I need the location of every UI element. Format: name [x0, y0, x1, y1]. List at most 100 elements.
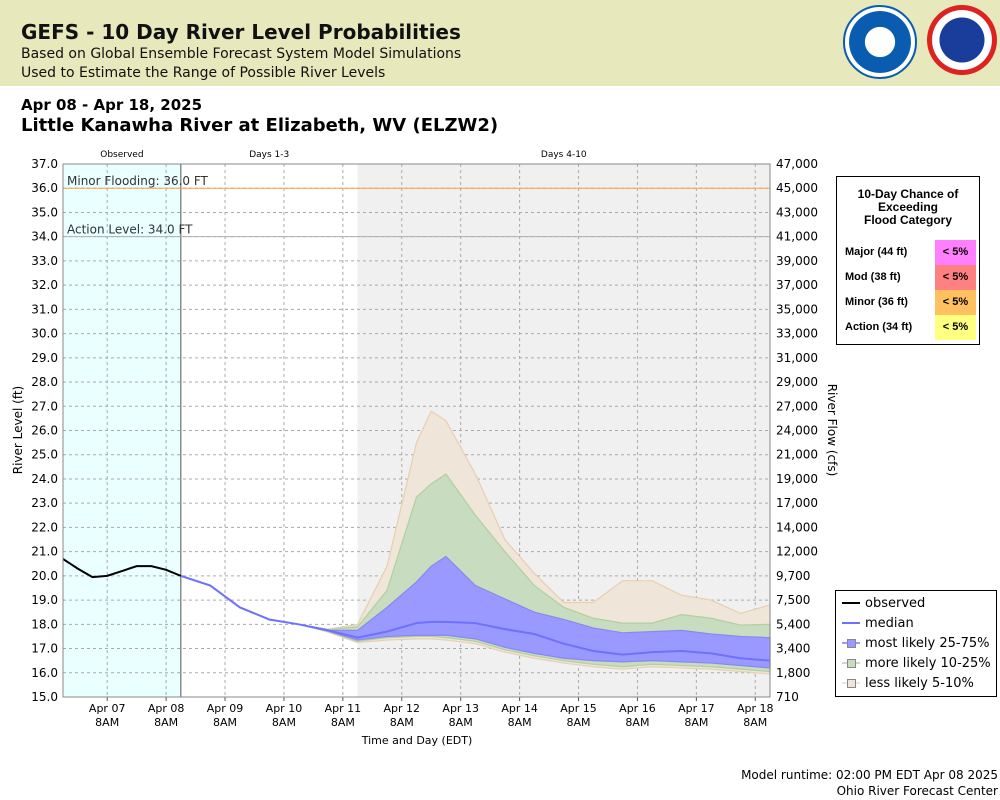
x-tick-day: Apr 08 [148, 702, 185, 715]
x-tick-day: Apr 07 [89, 702, 126, 715]
y2-tick-label: 45,000 [776, 181, 818, 195]
header-banner: GEFS - 10 Day River Level Probabilities … [0, 0, 1000, 86]
y2-tick-label: 21,000 [776, 448, 818, 462]
noaa-logo [843, 5, 917, 79]
y-tick-label: 34.0 [31, 230, 58, 244]
y2-tick-label: 41,000 [776, 230, 818, 244]
flood-category-row: Action (34 ft) < 5% [837, 315, 979, 340]
y2-tick-label: 5,400 [776, 617, 810, 631]
y-tick-label: 33.0 [31, 254, 58, 268]
y-tick-label: 37.0 [31, 157, 58, 171]
y-tick-label: 25.0 [31, 448, 58, 462]
x-tick-hour: 8AM [684, 716, 708, 729]
table-title: Flood Category [863, 213, 952, 227]
x-tick-hour: 8AM [567, 716, 591, 729]
y2-tick-label: 7,500 [776, 593, 810, 607]
category-chance: < 5% [935, 290, 976, 315]
y2-tick-label: 3,400 [776, 642, 810, 656]
subtitle: Based on Global Ensemble Forecast System… [21, 46, 462, 62]
y2-tick-label: 47,000 [776, 157, 818, 171]
legend-label: less likely 5-10% [865, 675, 974, 691]
date-range: Apr 08 - Apr 18, 2025 [21, 96, 203, 114]
y2-tick-label: 27,000 [776, 399, 818, 413]
y-tick-label: 18.0 [31, 617, 58, 631]
x-tick-day: Apr 13 [442, 702, 479, 715]
x-tick-day: Apr 17 [678, 702, 715, 715]
period-label: Days 1-3 [249, 150, 289, 160]
x-tick-day: Apr 12 [384, 702, 421, 715]
category-chance: < 5% [935, 240, 976, 265]
y-tick-label: 28.0 [31, 375, 58, 389]
x-tick-hour: 8AM [213, 716, 237, 729]
table-title: Exceeding [877, 200, 939, 214]
y-tick-label: 23.0 [31, 496, 58, 510]
flood-category-row: Major (44 ft) < 5% [837, 240, 979, 265]
category-chance: < 5% [935, 315, 976, 340]
x-tick-hour: 8AM [331, 716, 355, 729]
legend-item: observed [842, 593, 925, 613]
y-tick-label: 31.0 [31, 302, 58, 316]
y2-tick-label: 29,000 [776, 375, 818, 389]
x-tick-day: Apr 14 [501, 702, 538, 715]
y-tick-label: 35.0 [31, 205, 58, 219]
y2-tick-label: 710 [776, 690, 799, 704]
threshold-label: Action Level: 34.0 FT [67, 223, 193, 237]
y2-tick-label: 33,000 [776, 327, 818, 341]
y2-axis-label: River Flow (cfs) [825, 384, 839, 477]
category-chance: < 5% [935, 265, 976, 290]
legend-item: more likely 10-25% [842, 653, 991, 673]
legend-line-swatch [842, 598, 860, 608]
page-title: GEFS - 10 Day River Level Probabilities [21, 20, 461, 44]
x-tick-day: Apr 11 [325, 702, 362, 715]
legend-area-swatch [842, 658, 860, 668]
category-label: Major (44 ft) [845, 246, 908, 258]
y-tick-label: 27.0 [31, 399, 58, 413]
model-runtime: Model runtime: 02:00 PM EDT Apr 08 2025 [741, 768, 998, 782]
x-tick-hour: 8AM [508, 716, 532, 729]
forecast-center: Ohio River Forecast Center [836, 784, 998, 798]
location-title: Little Kanawha River at Elizabeth, WV (E… [21, 115, 499, 136]
threshold-label: Minor Flooding: 36.0 FT [67, 174, 209, 188]
y-tick-label: 24.0 [31, 472, 58, 486]
x-tick-hour: 8AM [625, 716, 649, 729]
y-tick-label: 29.0 [31, 351, 58, 365]
y-axis-label: River Level (ft) [11, 386, 25, 474]
x-tick-hour: 8AM [95, 716, 119, 729]
subtitle: Used to Estimate the Range of Possible R… [21, 65, 386, 81]
legend-item: median [842, 613, 914, 633]
category-label: Mod (38 ft) [845, 271, 901, 283]
y-tick-label: 30.0 [31, 327, 58, 341]
legend: observed median most likely 25-75% more lik… [835, 590, 997, 697]
x-tick-day: Apr 16 [619, 702, 656, 715]
period-label: Observed [100, 150, 143, 160]
y2-tick-label: 24,000 [776, 424, 818, 438]
flood-probability-table: 10-Day Chance of Exceeding Flood Category … [836, 176, 980, 345]
x-tick-day: Apr 15 [560, 702, 597, 715]
y2-tick-label: 31,000 [776, 351, 818, 365]
y-tick-label: 19.0 [31, 593, 58, 607]
y-tick-label: 21.0 [31, 545, 58, 559]
legend-label: median [865, 615, 914, 631]
x-tick-hour: 8AM [449, 716, 473, 729]
category-label: Action (34 ft) [845, 321, 913, 333]
nws-logo [927, 5, 997, 75]
legend-area-swatch [842, 678, 860, 688]
table-title: 10-Day Chance of [857, 187, 959, 201]
y2-tick-label: 14,000 [776, 520, 818, 534]
y2-tick-label: 12,000 [776, 545, 818, 559]
legend-label: more likely 10-25% [865, 655, 991, 671]
x-tick-hour: 8AM [154, 716, 178, 729]
y-tick-label: 17.0 [31, 642, 58, 656]
median-line [180, 574, 771, 662]
x-tick-hour: 8AM [743, 716, 767, 729]
legend-label: most likely 25-75% [865, 635, 990, 651]
period-shade [63, 164, 181, 697]
y-tick-label: 32.0 [31, 278, 58, 292]
legend-item: most likely 25-75% [842, 633, 989, 653]
legend-item: less likely 5-10% [842, 673, 974, 693]
legend-area-swatch [842, 638, 860, 648]
y-tick-label: 26.0 [31, 424, 58, 438]
y2-tick-label: 1,800 [776, 666, 810, 680]
period-label: Days 4-10 [541, 150, 587, 160]
y-tick-label: 36.0 [31, 181, 58, 195]
